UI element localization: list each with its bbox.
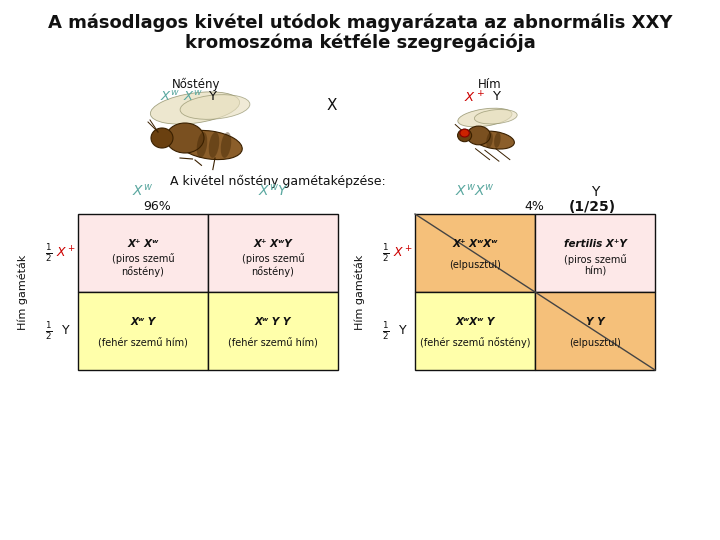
Ellipse shape (151, 128, 173, 148)
Text: $X^w$: $X^w$ (160, 90, 180, 104)
Text: X⁺ XʷXʷ: X⁺ XʷXʷ (452, 239, 498, 249)
Text: Hím gaméták: Hím gaméták (355, 254, 365, 330)
FancyBboxPatch shape (415, 292, 535, 370)
Ellipse shape (209, 132, 220, 158)
Text: Hím gaméták: Hím gaméták (18, 254, 28, 330)
FancyBboxPatch shape (535, 214, 655, 292)
Ellipse shape (150, 92, 240, 124)
Text: $X^w$: $X^w$ (132, 183, 153, 199)
Ellipse shape (486, 132, 492, 148)
Text: Y Y: Y Y (585, 317, 604, 327)
Text: X: X (327, 98, 337, 112)
Text: $\frac{1}{2}$: $\frac{1}{2}$ (382, 242, 390, 264)
Text: Y: Y (62, 325, 70, 338)
FancyBboxPatch shape (78, 214, 208, 292)
Text: Xʷ Y: Xʷ Y (130, 317, 156, 327)
Text: $\frac{1}{2}$: $\frac{1}{2}$ (382, 320, 390, 342)
Ellipse shape (494, 132, 500, 148)
FancyBboxPatch shape (208, 292, 338, 370)
Text: (fehér szemű hím): (fehér szemű hím) (98, 338, 188, 348)
Text: Xʷ Y Y: Xʷ Y Y (255, 317, 291, 327)
Text: $X^+$: $X^+$ (56, 245, 76, 261)
Text: Y: Y (399, 325, 407, 338)
Ellipse shape (166, 123, 204, 153)
Ellipse shape (221, 132, 231, 158)
Text: (fehér szemű hím): (fehér szemű hím) (228, 338, 318, 348)
Text: $X^+$: $X^+$ (393, 245, 413, 261)
Text: (piros szemű
nőstény): (piros szemű nőstény) (242, 253, 305, 277)
FancyBboxPatch shape (78, 292, 208, 370)
Text: Y: Y (591, 185, 599, 199)
Ellipse shape (458, 108, 512, 127)
Ellipse shape (467, 126, 490, 145)
Text: Nőstény: Nőstény (172, 78, 220, 91)
Text: (piros szemű
hím): (piros szemű hím) (564, 254, 626, 276)
Text: $\frac{1}{2}$: $\frac{1}{2}$ (45, 320, 53, 342)
Text: $\frac{1}{2}$: $\frac{1}{2}$ (45, 242, 53, 264)
Text: 4%: 4% (524, 200, 544, 213)
Text: fertilis X⁺Y: fertilis X⁺Y (564, 239, 626, 249)
Text: 96%: 96% (143, 200, 171, 213)
Ellipse shape (460, 129, 469, 137)
FancyBboxPatch shape (535, 292, 655, 370)
Ellipse shape (197, 132, 207, 158)
Text: $X^+$: $X^+$ (464, 90, 485, 105)
Text: $X^w$: $X^w$ (183, 90, 203, 104)
Ellipse shape (458, 129, 472, 141)
FancyBboxPatch shape (208, 214, 338, 292)
Text: Y: Y (208, 90, 216, 103)
Text: Y: Y (492, 90, 500, 103)
Text: A kivétel nőstény gamétaképzése:: A kivétel nőstény gamétaképzése: (170, 175, 386, 188)
Ellipse shape (178, 131, 242, 160)
Text: (elpusztul): (elpusztul) (569, 338, 621, 348)
FancyBboxPatch shape (415, 214, 535, 292)
Text: (1/25): (1/25) (568, 200, 616, 214)
Text: $X^w X^w$: $X^w X^w$ (455, 183, 495, 199)
Text: kromoszóma kétféle szegregációja: kromoszóma kétféle szegregációja (184, 33, 536, 51)
Ellipse shape (474, 110, 517, 124)
Text: (piros szemű
nőstény): (piros szemű nőstény) (112, 253, 174, 277)
Text: X⁺ XʷY: X⁺ XʷY (253, 239, 292, 249)
Text: (fehér szemű nőstény): (fehér szemű nőstény) (420, 338, 530, 348)
Ellipse shape (474, 131, 514, 149)
Text: Hím: Hím (478, 78, 502, 91)
Text: (elpusztul): (elpusztul) (449, 260, 501, 270)
Text: A másodlagos kivétel utódok magyarázata az abnormális XXY: A másodlagos kivétel utódok magyarázata … (48, 14, 672, 32)
Text: X⁺ Xʷ: X⁺ Xʷ (127, 239, 158, 249)
Text: $X^w$Y: $X^w$Y (258, 183, 289, 199)
Text: XʷXʷ Y: XʷXʷ Y (455, 317, 495, 327)
Ellipse shape (180, 94, 250, 119)
